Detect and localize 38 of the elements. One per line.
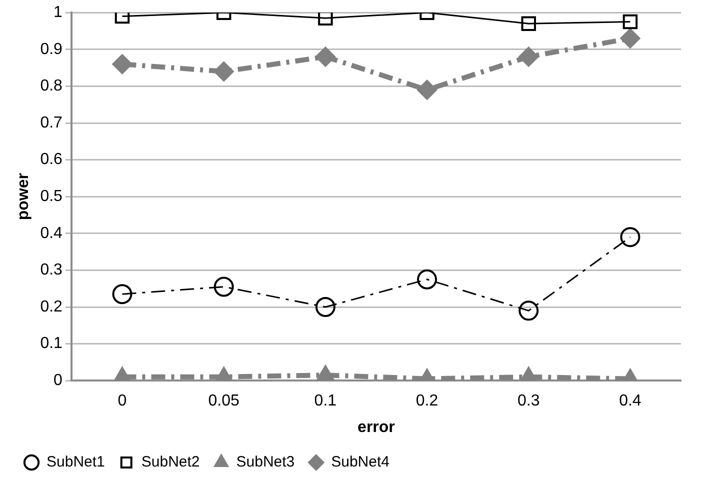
x-tick-label: 0.05	[208, 392, 240, 410]
point	[620, 227, 640, 248]
legend-label: SubNet4	[331, 454, 390, 471]
x-axis-title: error	[358, 418, 395, 436]
point	[620, 28, 640, 48]
legend-label: SubNet2	[141, 454, 200, 471]
point	[520, 366, 538, 381]
point	[521, 16, 536, 32]
x-tick-label: 0.2	[416, 392, 438, 410]
y-tick-label: 0.4	[40, 224, 63, 242]
y-tick-label: 0.2	[40, 298, 63, 316]
y-tick-label: 1	[54, 4, 63, 22]
y-tick-label: 0	[54, 372, 63, 390]
x-tick-label: 0.4	[619, 392, 642, 410]
point	[215, 366, 233, 381]
y-tick-label: 0.9	[40, 40, 63, 58]
y-tick-label: 0.8	[40, 78, 63, 95]
legend-label: SubNet1	[46, 454, 105, 471]
point	[622, 14, 638, 30]
y-axis-title: power	[15, 173, 32, 220]
x-tick-label: 0.1	[314, 392, 337, 410]
point	[113, 366, 132, 381]
point	[112, 54, 132, 74]
y-tick-label: 0.6	[40, 151, 63, 168]
legend-label: SubNet3	[236, 454, 295, 471]
point	[318, 12, 333, 26]
point	[316, 365, 334, 381]
x-tick-label: 0	[118, 392, 127, 410]
point	[315, 46, 336, 67]
y-tick-label: 0.3	[40, 262, 63, 279]
point	[417, 269, 438, 290]
y-tick-label: 0.7	[40, 114, 63, 132]
point	[214, 61, 234, 82]
y-tick-label: 0.1	[40, 335, 63, 352]
point	[417, 80, 438, 100]
y-tick-label: 0.5	[40, 188, 63, 206]
point	[518, 46, 539, 67]
x-tick-label: 0.3	[517, 392, 540, 410]
